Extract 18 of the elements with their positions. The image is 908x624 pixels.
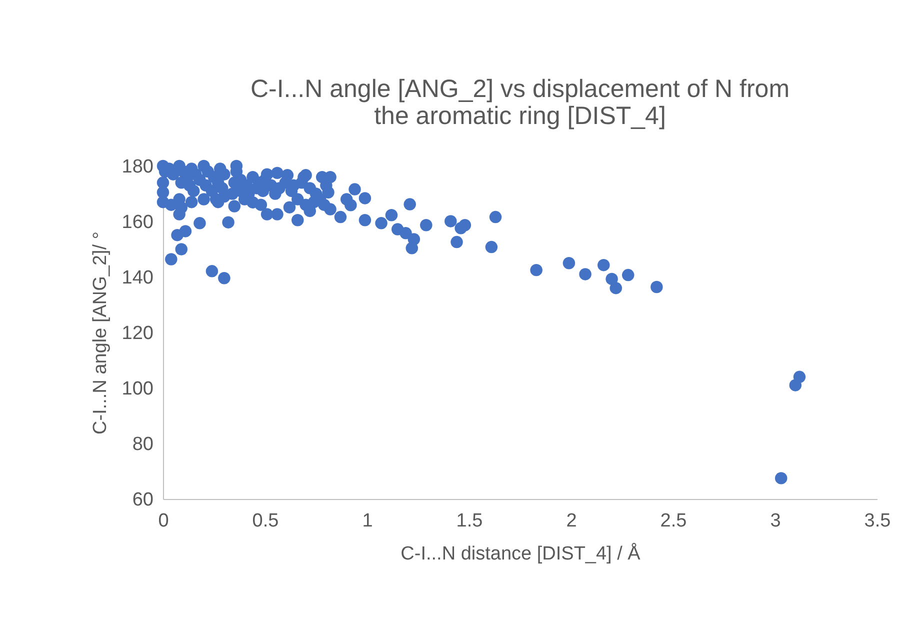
x-tick-label: 0 bbox=[158, 510, 169, 532]
y-tick-label: 80 bbox=[132, 434, 154, 455]
y-tick-label: 180 bbox=[122, 156, 154, 178]
y-axis-title: C-I...N angle [ANG_2]/ ° bbox=[90, 232, 111, 434]
x-tick-label: 1 bbox=[362, 510, 373, 532]
x-tick-label: 0.5 bbox=[252, 510, 279, 532]
x-tick-label: 1.5 bbox=[456, 510, 483, 532]
x-tick-label: 3.5 bbox=[864, 510, 891, 532]
chart-title: C-I...N angle [ANG_2] vs displacement of N from the aromatic ring [DIST_4] bbox=[250, 75, 790, 130]
y-tick-label: 140 bbox=[122, 268, 154, 288]
y-tick-label: 60 bbox=[132, 490, 154, 510]
x-tick-label: 2 bbox=[566, 510, 577, 532]
x-tick-label: 2.5 bbox=[660, 510, 687, 532]
x-tick-label: 3 bbox=[770, 510, 781, 532]
y-tick-label: 100 bbox=[122, 378, 154, 400]
y-tick-label: 120 bbox=[122, 323, 154, 344]
x-axis-title: C-I...N distance [DIST_4] / Å bbox=[400, 542, 641, 564]
y-tick-label: 160 bbox=[122, 212, 154, 233]
